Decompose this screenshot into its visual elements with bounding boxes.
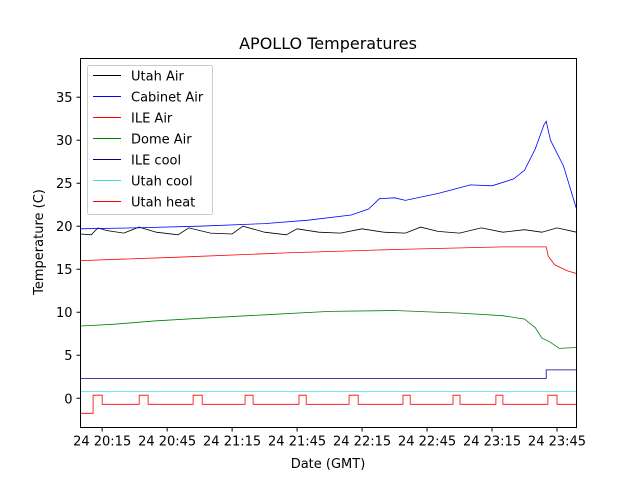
legend-entry: ILE Air — [93, 112, 173, 127]
legend-entry: Dome Air — [93, 133, 192, 148]
y-axis-label: Temperature (C) — [32, 189, 47, 296]
legend-entry: Cabinet Air — [93, 91, 204, 106]
series-line-ile-air — [80, 246, 577, 274]
plot-area — [80, 120, 577, 414]
y-tick-label: 35 — [56, 91, 73, 106]
y-tick-label: 20 — [56, 220, 73, 235]
y-tick-label: 10 — [56, 306, 73, 321]
legend-entry: ILE cool — [93, 154, 181, 169]
legend-label: Utah cool — [131, 175, 193, 190]
x-tick-label: 24 20:15 — [73, 435, 131, 450]
y-tick-label: 25 — [56, 177, 73, 192]
legend-box — [87, 65, 213, 215]
x-axis-label: Date (GMT) — [291, 457, 366, 472]
y-axis: 0 5 10 15 20 25 30 35 — [56, 91, 81, 407]
legend: Utah Air Cabinet Air ILE Air Dome Air ILE co… — [87, 65, 213, 215]
legend-entry: Utah heat — [93, 196, 195, 211]
axes-frame — [80, 58, 577, 428]
legend-label: Cabinet Air — [131, 91, 204, 106]
series-line-dome-air — [80, 310, 577, 349]
series-line-cabinet-air — [80, 120, 577, 230]
legend-label: Dome Air — [131, 133, 192, 148]
y-tick-label: 15 — [56, 263, 73, 278]
legend-entry: Utah cool — [93, 175, 193, 190]
chart-title: APOLLO Temperatures — [239, 34, 417, 53]
legend-entry: Utah Air — [93, 70, 184, 85]
legend-label: ILE Air — [131, 112, 173, 127]
x-tick-label: 24 22:15 — [333, 435, 391, 450]
x-tick-label: 24 23:15 — [463, 435, 521, 450]
y-tick-label: 30 — [56, 134, 73, 149]
series-line-ile-cool — [80, 369, 577, 379]
legend-label: Utah Air — [131, 70, 184, 85]
x-axis: 24 20:15 24 20:45 24 21:15 24 21:45 24 22:15… — [73, 427, 586, 450]
x-tick-label: 24 22:45 — [398, 435, 456, 450]
series-line-utah-air — [80, 225, 577, 236]
y-tick-label: 0 — [64, 392, 72, 407]
legend-label: Utah heat — [131, 196, 195, 211]
legend-label: ILE cool — [131, 154, 181, 169]
x-tick-label: 24 21:45 — [268, 435, 326, 450]
series-line-utah-heat — [80, 394, 577, 414]
x-tick-label: 24 23:45 — [528, 435, 586, 450]
x-tick-label: 24 21:15 — [203, 435, 261, 450]
y-tick-label: 5 — [64, 349, 72, 364]
x-tick-label: 24 20:45 — [138, 435, 196, 450]
